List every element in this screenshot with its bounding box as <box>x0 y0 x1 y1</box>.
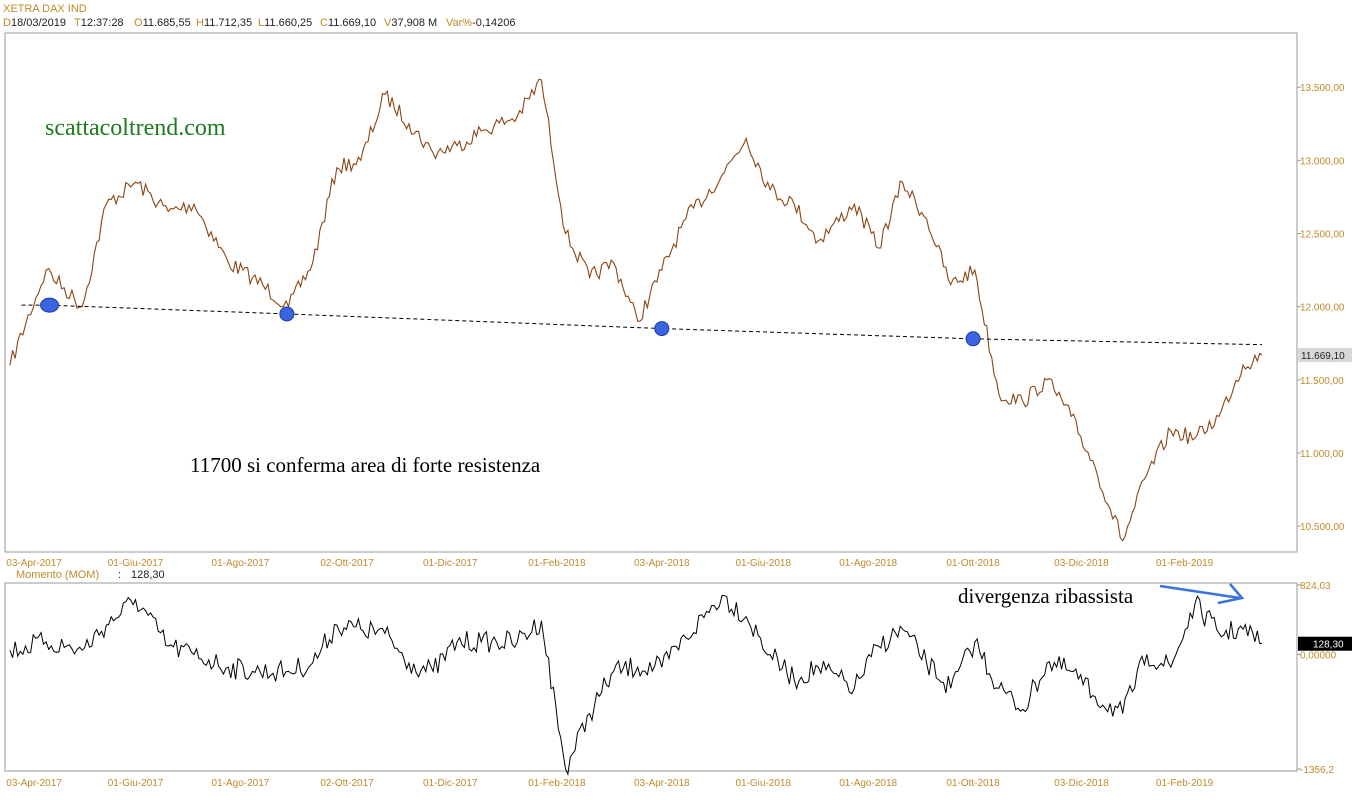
price-x-axis: 03-Apr-2017 01-Giu-2017 01-Ago-2017 02-Ott-… <box>6 558 1213 569</box>
momentum-legend-name: Momento (MOM) <box>16 569 99 581</box>
momentum-x-tick-label: 03-Dic-2018 <box>1054 778 1109 789</box>
last-price-tag: 11.669,10 <box>1298 348 1352 363</box>
last-price-label: 11.669,10 <box>1301 351 1345 362</box>
time-value: 12:37:28 <box>81 17 124 29</box>
close-key: C <box>320 17 328 29</box>
support-trendline <box>21 304 1263 346</box>
momentum-x-tick-label: 03-Apr-2017 <box>6 778 62 789</box>
trendline-touch-markers <box>40 297 981 347</box>
momentum-legend-colon: : <box>118 569 121 581</box>
high-key: H <box>196 17 204 29</box>
momentum-x-tick-label: 01-Giu-2017 <box>108 778 164 789</box>
price-x-tick-label: 01-Ott-2018 <box>946 558 1000 569</box>
last-momentum-label: 128,30 <box>1313 640 1344 651</box>
momentum-x-tick-label: 03-Apr-2018 <box>634 778 690 789</box>
momentum-x-tick-label: 01-Feb-2018 <box>528 778 586 789</box>
chart-title: XETRA DAX IND <box>3 3 87 15</box>
momentum-x-tick-label: 01-Ago-2017 <box>212 778 270 789</box>
momentum-x-tick-label: 02-Ott-2017 <box>320 778 374 789</box>
volume-value: 37,908 M <box>391 17 437 29</box>
momentum-x-tick-label: 01-Giu-2018 <box>735 778 791 789</box>
var-value: -0,14206 <box>472 17 515 29</box>
momentum-legend-value: 128,30 <box>131 569 165 581</box>
momentum-y-tick-label: -1356,2 <box>1300 765 1334 776</box>
momentum-x-tick-label: 01-Dic-2017 <box>423 778 478 789</box>
price-panel-frame <box>4 32 1298 553</box>
price-x-tick-label: 03-Dic-2018 <box>1054 558 1109 569</box>
low-value: 11.660,25 <box>264 17 312 29</box>
price-x-tick-label: 03-Apr-2017 <box>6 558 62 569</box>
momentum-y-tick-label: 0,00000 <box>1300 651 1337 662</box>
price-x-tick-label: 03-Apr-2018 <box>634 558 690 569</box>
momentum-x-axis: 03-Apr-2017 01-Giu-2017 01-Ago-2017 02-Ott-… <box>6 778 1213 789</box>
price-x-tick-label: 01-Giu-2017 <box>108 558 164 569</box>
price-x-tick-label: 02-Ott-2017 <box>320 558 374 569</box>
low-key: L <box>258 17 264 29</box>
momentum-y-tick-label: 824,03 <box>1300 581 1331 592</box>
momentum-x-tick-label: 01-Feb-2019 <box>1156 778 1214 789</box>
trendline-touch-marker <box>654 321 670 337</box>
price-y-axis: 13.500,00 13.000,00 12.500,00 12.000,00 11.5… <box>1297 83 1345 533</box>
brand-watermark: scattacoltrend.com <box>45 115 226 141</box>
momentum-series-line <box>9 594 1263 776</box>
ohlc-header: D18/03/2019 T12:37:28 O11.685,55 H11.712… <box>3 17 516 29</box>
high-value: 11.712,35 <box>204 17 252 29</box>
time-key: T <box>74 17 81 29</box>
momentum-panel-frame <box>4 582 1298 772</box>
price-x-tick-label: 01-Giu-2018 <box>735 558 791 569</box>
trendline-touch-marker <box>965 331 981 347</box>
close-value: 11.669,10 <box>328 17 376 29</box>
price-y-tick-label: 11.500,00 <box>1300 376 1344 387</box>
price-y-tick-label: 12.500,00 <box>1300 229 1345 240</box>
divergence-arrow <box>1159 583 1245 605</box>
open-key: O <box>134 17 143 29</box>
price-y-tick-label: 11.000,00 <box>1300 449 1344 460</box>
trendline-touch-marker <box>40 297 60 313</box>
price-y-tick-label: 10.500,00 <box>1300 522 1345 533</box>
price-y-tick-label: 12.000,00 <box>1300 303 1345 314</box>
divergence-note: divergenza ribassista <box>958 584 1134 608</box>
momentum-x-tick-label: 01-Ago-2018 <box>839 778 897 789</box>
last-momentum-tag: 128,30 <box>1298 636 1352 651</box>
price-x-tick-label: 01-Feb-2018 <box>528 558 586 569</box>
price-x-tick-label: 01-Ago-2018 <box>839 558 897 569</box>
price-x-tick-label: 01-Feb-2019 <box>1156 558 1214 569</box>
trendline-touch-marker <box>279 306 295 322</box>
price-x-tick-label: 01-Dic-2017 <box>423 558 478 569</box>
price-x-tick-label: 01-Ago-2017 <box>212 558 270 569</box>
resistance-note: 11700 si conferma area di forte resisten… <box>190 453 541 477</box>
open-value: 11.685,55 <box>143 17 191 29</box>
momentum-x-tick-label: 01-Ott-2018 <box>946 778 1000 789</box>
var-key: Var% <box>446 17 472 29</box>
date-value: 18/03/2019 <box>11 17 66 29</box>
price-series-line <box>9 78 1263 542</box>
date-key: D <box>3 17 11 29</box>
price-y-tick-label: 13.500,00 <box>1300 83 1345 94</box>
volume-key: V <box>384 17 392 29</box>
momentum-y-axis: 824,03 0,00000 -1356,2 <box>1297 581 1337 776</box>
price-y-tick-label: 13.000,00 <box>1300 156 1345 167</box>
